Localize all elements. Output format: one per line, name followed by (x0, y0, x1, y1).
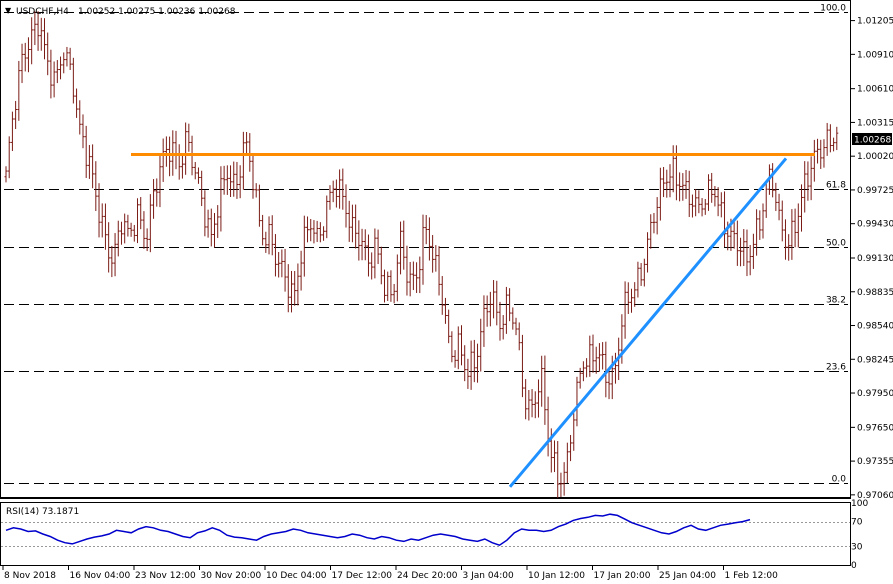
rsi-indicator: 100 70 30 0 (1, 499, 868, 571)
price-tick-label: 0.97950 (857, 389, 893, 399)
main-chart-frame (0, 0, 851, 498)
rsi-panel-frame (0, 502, 851, 566)
price-tick-label: 1.01205 (857, 17, 893, 27)
fib-level-label: 23.6 (826, 363, 846, 373)
rsi-tick-label: 100 (851, 499, 868, 509)
fib-level-label: 38.2 (826, 296, 846, 306)
fib-level-label: 0.0 (832, 475, 847, 485)
rsi-line (5, 513, 751, 547)
price-tick-label: 0.98540 (857, 322, 893, 332)
fib-level-label: 61.8 (826, 181, 846, 191)
price-tick-label: 0.97060 (857, 491, 893, 501)
trend-line (508, 157, 788, 488)
time-tick-label: 1 Feb 12:00 (725, 571, 779, 581)
price-tick-label: 0.98245 (857, 355, 893, 365)
rsi-tick-label: 30 (851, 542, 863, 552)
time-axis: 8 Nov 2018 16 Nov 04:00 23 Nov 12:00 30 Nov… (2, 566, 779, 581)
rsi-tick-label: 70 (851, 518, 863, 528)
last-price-label: 1.00268 (854, 136, 891, 146)
fibonacci-levels: 100.0 61.8 50.0 38.2 23.6 0.0 (4, 4, 848, 485)
symbol-title: USDCHF,H4 (16, 7, 69, 17)
time-tick-label: 30 Nov 20:00 (201, 571, 262, 581)
fib-level-label: 100.0 (820, 4, 846, 14)
rsi-title: RSI(14) 73.1871 (6, 507, 79, 517)
candlesticks (4, 11, 839, 498)
ohlc-readout: 1.00252 1.00275 1.00236 1.00268 (78, 7, 236, 17)
price-axis: 1.01205 1.00910 1.00610 1.00315 1.00020 0.997… (851, 17, 893, 501)
time-tick-label: 10 Jan 12:00 (528, 571, 585, 581)
time-tick-label: 17 Jan 20:00 (594, 571, 651, 581)
price-tick-label: 0.97355 (857, 457, 893, 467)
rsi-tick-label: 0 (851, 561, 857, 571)
time-tick-label: 3 Jan 04:00 (463, 571, 515, 581)
price-tick-label: 0.99725 (857, 186, 893, 196)
fib-level-label: 50.0 (826, 239, 846, 249)
price-tick-label: 0.99430 (857, 220, 893, 230)
time-tick-label: 23 Nov 12:00 (135, 571, 196, 581)
price-tick-label: 0.97650 (857, 423, 893, 433)
time-tick-label: 8 Nov 2018 (4, 571, 56, 581)
time-tick-label: 24 Dec 20:00 (397, 571, 458, 581)
time-tick-label: 16 Nov 04:00 (70, 571, 131, 581)
price-tick-label: 1.00020 (857, 152, 893, 162)
time-tick-label: 25 Jan 04:00 (659, 571, 716, 581)
price-tick-label: 1.00910 (857, 50, 893, 60)
price-tick-label: 1.00610 (857, 85, 893, 95)
dropdown-arrow-icon[interactable]: ▼ (5, 6, 12, 15)
price-tick-label: 0.99130 (857, 254, 893, 264)
drawn-lines (131, 152, 815, 488)
price-tick-label: 1.00315 (857, 118, 893, 128)
time-tick-label: 10 Dec 04:00 (266, 571, 327, 581)
time-tick-label: 17 Dec 12:00 (332, 571, 393, 581)
price-tick-label: 0.98835 (857, 288, 893, 298)
last-price-tag (852, 133, 892, 145)
